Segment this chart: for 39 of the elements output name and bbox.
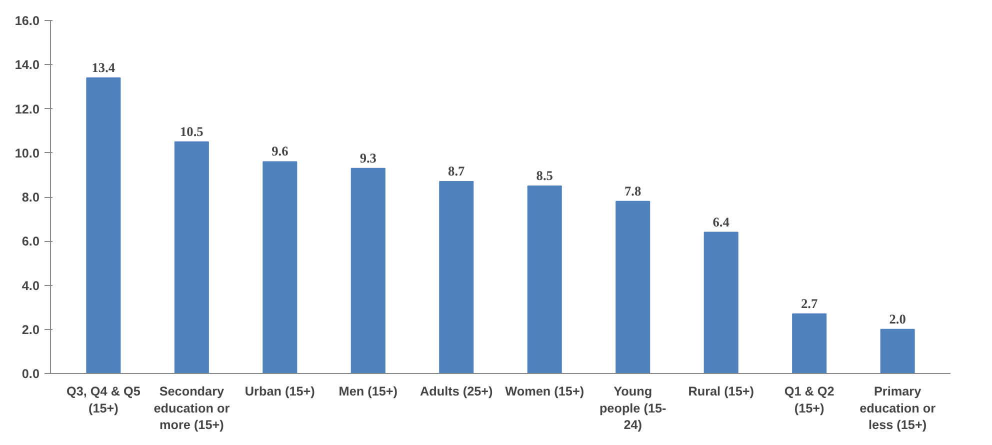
data-label: 9.3 bbox=[360, 150, 377, 166]
data-label: 9.6 bbox=[272, 144, 289, 159]
bar bbox=[439, 181, 474, 374]
y-tick-label: 16.0 bbox=[14, 14, 40, 28]
data-label: 6.4 bbox=[712, 214, 730, 230]
x-tick-label: Women (15+) bbox=[505, 384, 584, 398]
bar bbox=[174, 141, 209, 374]
y-tick-label: 6.0 bbox=[22, 234, 40, 249]
y-tick-label: 14.0 bbox=[14, 58, 40, 72]
y-tick-label: 4.0 bbox=[22, 278, 40, 293]
bar bbox=[616, 200, 650, 374]
x-tick-label: Rural (15+) bbox=[688, 384, 754, 398]
data-label: 8.5 bbox=[536, 168, 554, 183]
x-tick-label: Young people (15- 24) bbox=[599, 384, 666, 432]
bar bbox=[880, 328, 915, 374]
x-tick-label: Secondary education or more (15+) bbox=[154, 384, 230, 432]
data-label: 8.7 bbox=[448, 164, 466, 179]
bar bbox=[792, 313, 827, 374]
bar bbox=[350, 168, 386, 374]
y-tick-label: 0.0 bbox=[22, 367, 40, 381]
bar bbox=[262, 161, 298, 374]
x-tick-label: Urban (15+) bbox=[244, 384, 315, 398]
y-tick-label: 8.0 bbox=[22, 190, 40, 204]
x-tick-label: Primary education or less (15+) bbox=[860, 384, 936, 432]
data-label: 7.8 bbox=[624, 183, 642, 198]
x-tick-label: Q3, Q4 & Q5 (15+) bbox=[66, 384, 140, 416]
data-label: 2.0 bbox=[889, 311, 906, 326]
x-tick-label: Q1 & Q2 (15+) bbox=[784, 384, 834, 416]
data-label: 10.5 bbox=[180, 124, 204, 139]
bar bbox=[527, 185, 562, 374]
bar bbox=[86, 77, 121, 374]
y-tick-label: 12.0 bbox=[14, 102, 40, 116]
y-tick-label: 2.0 bbox=[22, 322, 40, 337]
data-label: 2.7 bbox=[800, 296, 818, 311]
x-tick-label: Adults (25+) bbox=[420, 384, 493, 398]
x-tick-label: Men (15+) bbox=[338, 384, 398, 398]
bar bbox=[704, 232, 738, 374]
data-label: 13.4 bbox=[92, 60, 116, 75]
y-tick-label: 10.0 bbox=[14, 146, 40, 160]
